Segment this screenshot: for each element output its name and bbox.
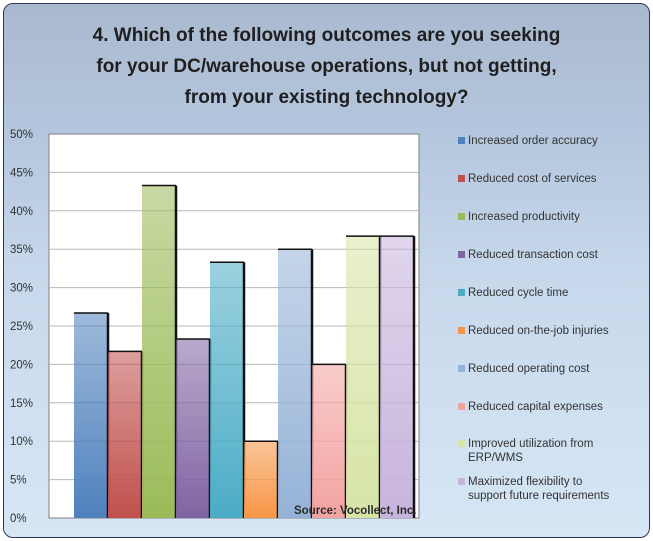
legend-swatch: [458, 137, 465, 144]
legend-item: Improved utilization from ERP/WMS: [458, 437, 649, 465]
bar-increased-order-accuracy: [74, 312, 108, 518]
legend-label: Reduced cycle time: [468, 287, 569, 299]
y-tick-label: 20%: [10, 359, 33, 371]
bar-chart: 0% 5% 10% 15% 20% 25% 30% 35% 40% 45% 50%: [10, 129, 420, 525]
legend-label: Reduced transaction cost: [468, 249, 598, 261]
y-tick-label: 15%: [10, 398, 33, 410]
legend-swatch: [458, 440, 465, 447]
legend-item: Reduced cost of services: [458, 172, 649, 186]
y-tick-label: 0%: [10, 513, 27, 525]
legend-swatch: [458, 175, 465, 182]
legend-swatch: [458, 251, 465, 258]
bar-reduced-transaction-cost: [176, 339, 210, 518]
legend-label: Reduced on-the-job injuries: [468, 325, 609, 337]
bar-improved-utilization-from-erp-wms: [346, 236, 380, 519]
legend-swatch: [458, 365, 465, 372]
y-tick-label: 45%: [10, 167, 33, 179]
legend-item: Reduced on-the-job injuries: [458, 324, 649, 338]
legend-item: Reduced cycle time: [458, 286, 649, 300]
legend-label: Reduced capital expenses: [468, 401, 603, 413]
y-tick-label: 50%: [10, 129, 33, 141]
legend-label: Increased productivity: [468, 211, 580, 223]
legend-label: Reduced cost of services: [468, 173, 597, 185]
y-tick-label: 5%: [10, 475, 27, 487]
y-tick-label: 10%: [10, 436, 33, 448]
legend-item: Maximized flexibility to support future …: [458, 475, 649, 503]
legend-swatch: [458, 403, 465, 410]
legend-label: Improved utilization from ERP/WMS: [468, 438, 594, 464]
legend-swatch: [458, 478, 465, 485]
legend-label: Increased order accuracy: [468, 135, 598, 147]
legend-item: Increased order accuracy: [458, 134, 649, 148]
legend-swatch: [458, 213, 465, 220]
bar-reduced-cost-of-services: [108, 351, 142, 518]
legend-item: Increased productivity: [458, 210, 649, 224]
chart-frame: 4. Which of the following outcomes are y…: [3, 3, 650, 538]
bar-maximized-flexibility-to-support-future-requirements: [380, 236, 414, 519]
bar-reduced-on-the-job-injuries: [244, 441, 278, 518]
source-note: Source: Vocollect, Inc.: [294, 505, 417, 517]
bar-reduced-cycle-time: [210, 262, 244, 518]
legend-swatch: [458, 289, 465, 296]
legend-item: Reduced capital expenses: [458, 400, 649, 414]
y-tick-label: 40%: [10, 206, 33, 218]
legend-item: Reduced operating cost: [458, 362, 649, 376]
y-tick-label: 35%: [10, 244, 33, 256]
legend-label: Reduced operating cost: [468, 363, 590, 375]
bar-reduced-operating-cost: [278, 249, 312, 518]
y-tick-label: 25%: [10, 321, 33, 333]
bar-reduced-capital-expenses: [312, 364, 346, 518]
legend-item: Reduced transaction cost: [458, 248, 649, 262]
legend-swatch: [458, 327, 465, 334]
y-tick-label: 30%: [10, 283, 33, 295]
bar-increased-productivity: [142, 185, 176, 518]
legend-label: Maximized flexibility to support future …: [468, 476, 610, 502]
chart-title: 4. Which of the following outcomes are y…: [92, 25, 561, 108]
